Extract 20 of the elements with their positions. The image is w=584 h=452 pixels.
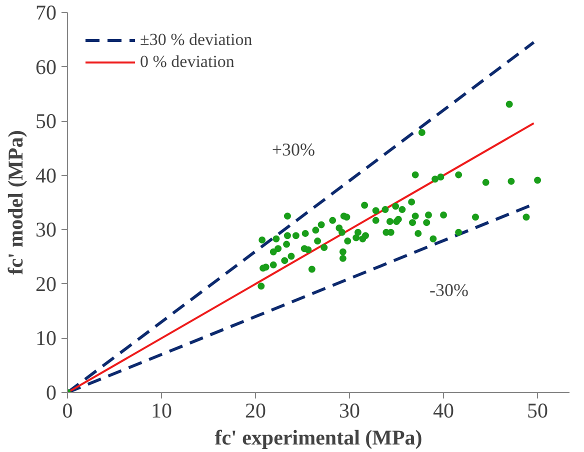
legend-label: ±30 % deviation <box>140 30 252 50</box>
y-tick-label: 30 <box>36 218 56 242</box>
x-axis-title: fc' experimental (MPa) <box>214 426 422 450</box>
y-tick-label: 40 <box>36 163 56 188</box>
legend-label: 0 % deviation <box>140 52 234 72</box>
x-tick-label: 0 <box>62 398 73 422</box>
y-axis-title: fc' model (MPa) <box>4 130 28 275</box>
y-tick-label: 20 <box>36 272 56 296</box>
y-tick-label: 70 <box>36 0 56 24</box>
x-tick-label: 50 <box>527 398 548 422</box>
y-tick-label: 10 <box>36 326 56 350</box>
x-tick-label: 40 <box>433 398 454 422</box>
annotation: -30% <box>430 280 469 300</box>
y-tick-label: 0 <box>46 380 56 404</box>
annotation: +30% <box>272 139 315 160</box>
x-tick-label: 10 <box>151 398 172 422</box>
x-tick-label: 20 <box>245 398 266 422</box>
y-tick-label: 60 <box>36 54 56 79</box>
x-tick-label: 30 <box>339 398 360 422</box>
y-tick-label: 50 <box>36 109 56 134</box>
